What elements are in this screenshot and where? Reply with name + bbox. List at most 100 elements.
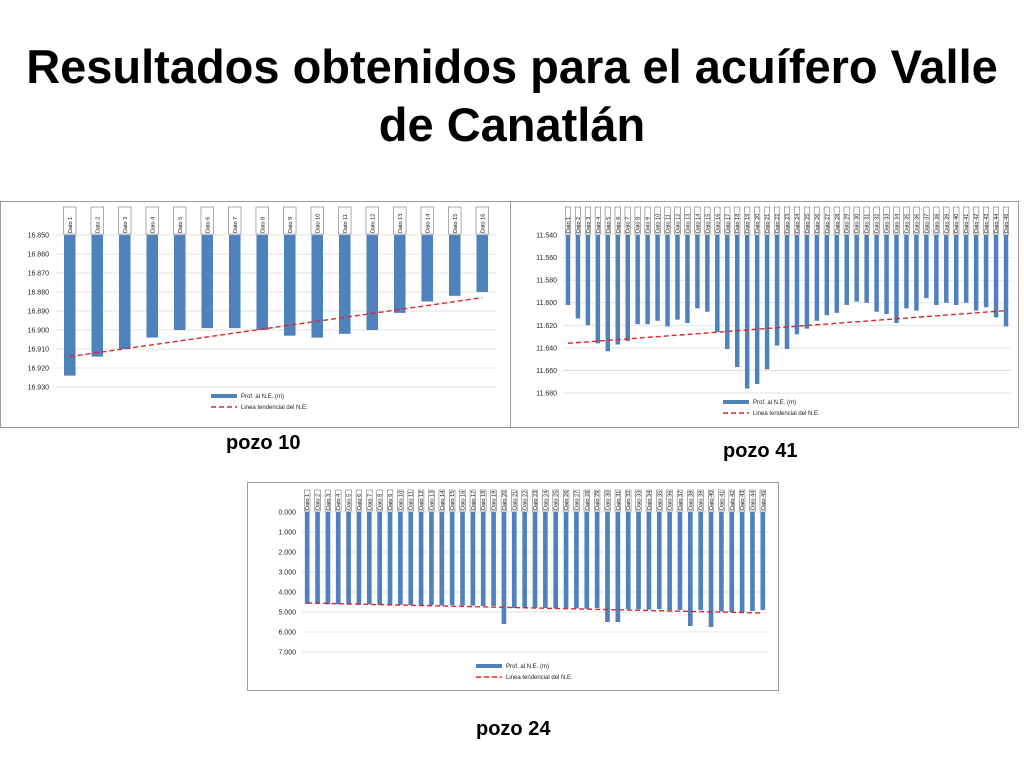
y-tick-label: 11.540 bbox=[536, 233, 557, 240]
category-label-box bbox=[664, 206, 671, 235]
category-label: Dato 43 bbox=[984, 214, 990, 233]
category-label: Dato 13 bbox=[685, 214, 691, 233]
bar bbox=[565, 235, 571, 305]
trend-line bbox=[567, 309, 1007, 345]
bar bbox=[698, 512, 704, 610]
category-label: Dato 24 bbox=[795, 214, 801, 233]
category-label-box bbox=[604, 489, 611, 512]
bar bbox=[754, 235, 760, 384]
category-label: Dato 31 bbox=[616, 491, 622, 510]
category-label: Dato 23 bbox=[533, 491, 539, 510]
bar bbox=[91, 235, 104, 357]
category-label: Dato 38 bbox=[934, 214, 940, 233]
category-label: Dato 33 bbox=[885, 214, 891, 233]
category-label-box bbox=[310, 206, 324, 235]
category-label: Dato 11 bbox=[666, 214, 672, 233]
category-label-box bbox=[449, 489, 456, 512]
category-label: Dato 42 bbox=[730, 491, 736, 510]
category-label-box bbox=[552, 489, 559, 512]
chart-pozo-24: 0.000 1.000 2.000 3.000 4.000 5.000 6.000 7.000… bbox=[247, 482, 779, 691]
category-label: Dato 15 bbox=[450, 491, 456, 510]
category-label: Dato 5 bbox=[606, 217, 612, 233]
chart-pozo-41-svg: 11.540 11.560 11.580 11.600 11.620 11.640 11.6… bbox=[536, 206, 1011, 417]
category-label-box bbox=[749, 489, 756, 512]
bar bbox=[387, 512, 393, 606]
category-label-box bbox=[784, 206, 790, 235]
bar bbox=[173, 235, 186, 330]
category-label: Dato 6 bbox=[205, 217, 211, 233]
category-label: Dato 33 bbox=[637, 491, 643, 510]
bar bbox=[584, 512, 590, 609]
category-label: Dato 43 bbox=[740, 491, 746, 510]
bar bbox=[315, 512, 320, 604]
category-label-box bbox=[63, 206, 77, 235]
chart-pozo-24-svg: 0.000 1.000 2.000 3.000 4.000 5.000 6.000 7.000… bbox=[278, 489, 768, 681]
category-label-box bbox=[490, 489, 497, 512]
category-label-box bbox=[666, 489, 673, 512]
category-label: Dato 9 bbox=[646, 217, 652, 233]
bar bbox=[325, 512, 331, 605]
bar bbox=[338, 235, 351, 334]
bar bbox=[954, 235, 959, 305]
y-tick-label: 11.560 bbox=[536, 255, 557, 262]
category-label: Dato 1 bbox=[305, 494, 311, 510]
bar bbox=[739, 512, 745, 612]
category-label: Dato 9 bbox=[388, 494, 394, 510]
category-label-box bbox=[314, 489, 321, 512]
category-label-box bbox=[365, 206, 379, 235]
category-label-box bbox=[565, 206, 571, 235]
category-label-box bbox=[573, 489, 580, 512]
category-label-box bbox=[1003, 206, 1009, 235]
bar bbox=[605, 235, 611, 352]
chart-pozo-41: 11.540 11.560 11.580 11.600 11.620 11.640 11.6… bbox=[510, 201, 1019, 428]
chart-pozo-10-svg: 16.850 16.860 16.870 16.880 16.890 16.900 16.9… bbox=[28, 206, 496, 411]
category-label-box bbox=[521, 489, 528, 512]
legend-bar-swatch bbox=[723, 400, 749, 404]
category-label: Dato 29 bbox=[595, 491, 601, 510]
category-label: Dato 37 bbox=[924, 214, 930, 233]
bar bbox=[625, 512, 631, 610]
bar bbox=[708, 512, 714, 627]
category-label: Dato 2 bbox=[316, 494, 322, 510]
category-label-box bbox=[407, 489, 414, 512]
bar bbox=[201, 235, 214, 329]
category-label: Dato 20 bbox=[502, 491, 508, 510]
category-label: Dato 30 bbox=[855, 214, 861, 233]
y-tick-label: 16.890 bbox=[28, 309, 50, 316]
category-label-box bbox=[774, 206, 780, 235]
category-label-box bbox=[803, 206, 810, 235]
category-label: Dato 17 bbox=[471, 491, 477, 510]
bar bbox=[844, 235, 849, 305]
category-label-box bbox=[448, 206, 462, 235]
bar bbox=[636, 512, 641, 610]
category-label: Dato 4 bbox=[596, 217, 602, 233]
category-label-box bbox=[654, 206, 661, 235]
category-label-box bbox=[813, 206, 820, 235]
category-label: Dato 25 bbox=[554, 491, 560, 510]
bar bbox=[715, 235, 720, 333]
category-label-box bbox=[428, 489, 435, 512]
category-label: Dato 18 bbox=[735, 214, 741, 233]
category-label-box bbox=[734, 206, 741, 235]
category-label-box bbox=[656, 489, 663, 512]
category-label: Dato 32 bbox=[626, 491, 632, 510]
category-label-box bbox=[584, 206, 591, 235]
category-label: Dato 5 bbox=[178, 217, 184, 233]
category-label-box bbox=[704, 206, 711, 235]
category-label: Dato 44 bbox=[750, 491, 756, 510]
category-label: Dato 26 bbox=[564, 491, 570, 510]
category-label: Dato 20 bbox=[755, 214, 761, 233]
category-label: Dato 15 bbox=[705, 214, 711, 233]
bar bbox=[784, 235, 790, 349]
bar bbox=[335, 512, 341, 605]
bar bbox=[480, 512, 486, 606]
bar bbox=[705, 235, 710, 312]
category-label: Dato 37 bbox=[678, 491, 684, 510]
category-label-box bbox=[983, 206, 990, 235]
category-label-box bbox=[993, 206, 1000, 235]
bar bbox=[532, 512, 538, 608]
category-label-box bbox=[355, 489, 362, 512]
category-label: Dato 35 bbox=[904, 214, 910, 233]
category-label: Dato 19 bbox=[745, 214, 751, 233]
y-tick-label: 1.000 bbox=[278, 530, 296, 537]
